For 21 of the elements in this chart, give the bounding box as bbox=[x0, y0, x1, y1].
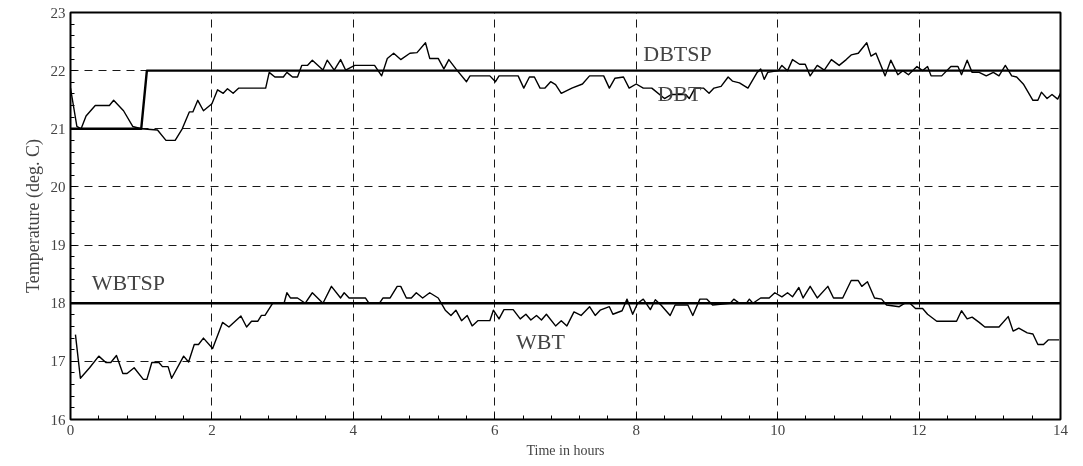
y-tick-label: 17 bbox=[50, 353, 66, 370]
series-label: WBT bbox=[516, 328, 566, 354]
x-tick-label: 2 bbox=[208, 421, 216, 438]
y-tick-label: 20 bbox=[50, 178, 66, 195]
y-tick-label: 23 bbox=[50, 4, 66, 21]
x-tick-label: 14 bbox=[1053, 421, 1069, 438]
y-tick-label: 21 bbox=[50, 120, 66, 137]
legend-label: WBTSP bbox=[91, 270, 166, 296]
x-tick-label: 12 bbox=[911, 421, 927, 438]
y-tick-label: 18 bbox=[50, 295, 66, 312]
x-axis-title: Time in hours bbox=[526, 442, 605, 458]
y-axis-title: Temperature (deg. C) bbox=[22, 138, 44, 294]
y-tick-label: 16 bbox=[50, 411, 66, 428]
x-tick-label: 10 bbox=[770, 421, 786, 438]
series-label: DBTSP bbox=[643, 40, 712, 66]
x-tick-label: 0 bbox=[66, 421, 75, 438]
x-tick-label: 6 bbox=[491, 421, 500, 438]
y-tick-label: 22 bbox=[50, 62, 66, 79]
y-tick-label: 19 bbox=[50, 237, 66, 254]
x-tick-label: 4 bbox=[349, 421, 358, 438]
x-tick-label: 8 bbox=[632, 421, 640, 438]
